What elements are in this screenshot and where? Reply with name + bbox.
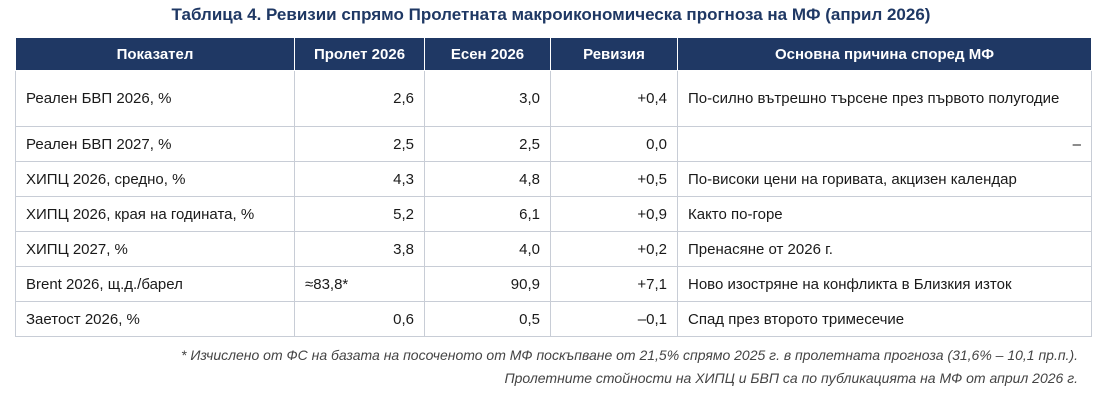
cell-revision: +0,9 <box>550 196 678 232</box>
cell-reason: По-високи цени на горивата, акцизен кале… <box>677 161 1092 197</box>
cell-reason: Както по-горе <box>677 196 1092 232</box>
revisions-table: Показател Пролет 2026 Есен 2026 Ревизия … <box>15 37 1092 337</box>
cell-indicator: Заетост 2026, % <box>15 301 295 337</box>
table-row: Brent 2026, щ.д./барел ≈83,8* 90,9 +7,1 … <box>15 266 1092 302</box>
cell-indicator: ХИПЦ 2026, края на годината, % <box>15 196 295 232</box>
table-row: ХИПЦ 2026, края на годината, % 5,2 6,1 +… <box>15 196 1092 232</box>
cell-reason: Спад през второто тримесечие <box>677 301 1092 337</box>
header-revision: Ревизия <box>550 37 678 71</box>
cell-revision: +7,1 <box>550 266 678 302</box>
header-spring-2026: Пролет 2026 <box>294 37 425 71</box>
table-row: Реален БВП 2026, % 2,6 3,0 +0,4 По-силно… <box>15 70 1092 127</box>
cell-indicator: Brent 2026, щ.д./барел <box>15 266 295 302</box>
cell-spring: 5,2 <box>294 196 425 232</box>
header-indicator: Показател <box>15 37 295 71</box>
cell-revision: +0,2 <box>550 231 678 267</box>
table-row: Реален БВП 2027, % 2,5 2,5 0,0 – <box>15 126 1092 162</box>
header-autumn-2026: Есен 2026 <box>424 37 551 71</box>
cell-autumn: 4,8 <box>424 161 551 197</box>
footnote-source: Пролетните стойности на ХИПЦ и БВП са по… <box>504 370 1078 386</box>
cell-revision: +0,4 <box>550 70 678 127</box>
table-row: ХИПЦ 2027, % 3,8 4,0 +0,2 Пренасяне от 2… <box>15 231 1092 267</box>
header-reason: Основна причина според МФ <box>677 37 1092 71</box>
cell-spring: ≈83,8* <box>294 266 425 302</box>
cell-reason: Ново изостряне на конфликта в Близкия из… <box>677 266 1092 302</box>
footnote-estimate: * Изчислено от ФС на базата на посоченот… <box>181 347 1078 363</box>
cell-autumn: 6,1 <box>424 196 551 232</box>
cell-reason: Пренасяне от 2026 г. <box>677 231 1092 267</box>
cell-reason: – <box>677 126 1092 162</box>
cell-autumn: 90,9 <box>424 266 551 302</box>
table-title: Таблица 4. Ревизии спрямо Пролетната мак… <box>171 5 931 24</box>
cell-autumn: 4,0 <box>424 231 551 267</box>
cell-revision: 0,0 <box>550 126 678 162</box>
cell-indicator: ХИПЦ 2027, % <box>15 231 295 267</box>
cell-spring: 2,5 <box>294 126 425 162</box>
cell-spring: 2,6 <box>294 70 425 127</box>
cell-spring: 3,8 <box>294 231 425 267</box>
cell-autumn: 2,5 <box>424 126 551 162</box>
cell-indicator: Реален БВП 2026, % <box>15 70 295 127</box>
table-header-row: Показател Пролет 2026 Есен 2026 Ревизия … <box>15 37 1092 71</box>
cell-autumn: 0,5 <box>424 301 551 337</box>
cell-reason: По-силно вътрешно търсене през първото п… <box>677 70 1092 127</box>
cell-autumn: 3,0 <box>424 70 551 127</box>
cell-spring: 0,6 <box>294 301 425 337</box>
cell-revision: –0,1 <box>550 301 678 337</box>
table-row: Заетост 2026, % 0,6 0,5 –0,1 Спад през в… <box>15 301 1092 337</box>
table-row: ХИПЦ 2026, средно, % 4,3 4,8 +0,5 По-вис… <box>15 161 1092 197</box>
cell-spring: 4,3 <box>294 161 425 197</box>
cell-indicator: Реален БВП 2027, % <box>15 126 295 162</box>
cell-indicator: ХИПЦ 2026, средно, % <box>15 161 295 197</box>
cell-revision: +0,5 <box>550 161 678 197</box>
